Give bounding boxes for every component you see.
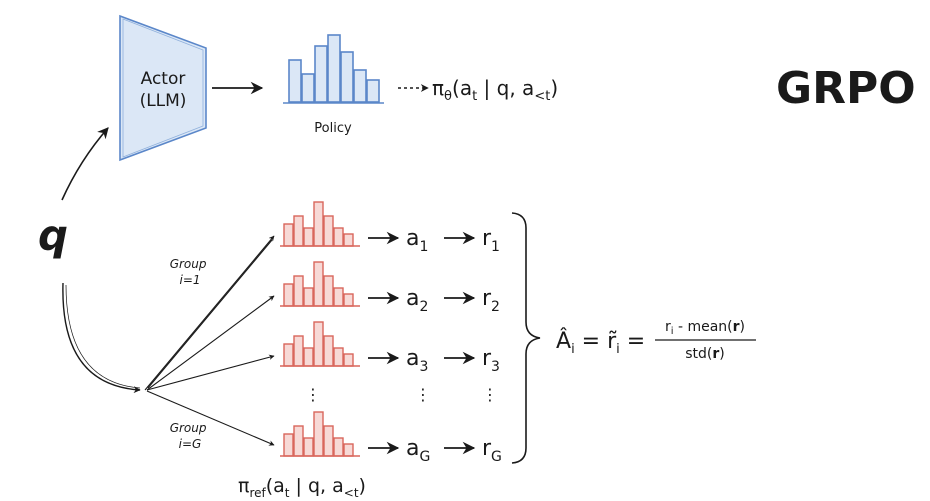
policy-histogram — [283, 34, 384, 104]
reference-formula: πref(at | q, a<t) — [238, 475, 366, 500]
reference-histogram-1 — [280, 201, 360, 247]
reference-histogram-4 — [280, 411, 360, 457]
group-label-top: Group i=1 — [170, 257, 211, 287]
query-symbol: q — [38, 211, 68, 260]
action-label-1: a1 — [406, 226, 428, 255]
policy-label: Policy — [314, 121, 352, 136]
advantage-formula: Âi = r̃i = ri - mean(r) std(r) — [556, 319, 756, 362]
actor-label-line2: (LLM) — [140, 91, 187, 111]
reference-histograms — [280, 201, 360, 457]
action-label-4: aG — [406, 436, 430, 465]
group-rows: a1 r1 a2 r2 a3 r3 aG rG — [368, 226, 502, 465]
policy-formula: πθ(at | q, a<t) — [432, 76, 558, 104]
actor-label-line1: Actor — [141, 69, 186, 89]
diagram-title: GRPO — [776, 63, 916, 114]
arrow-query-groups — [62, 282, 141, 394]
group-fan — [144, 235, 275, 446]
reference-histogram-3 — [280, 321, 360, 367]
svg-text:ri - mean(r): ri - mean(r) — [665, 319, 745, 337]
action-label-2: a2 — [406, 286, 428, 315]
reference-histogram-2 — [280, 261, 360, 307]
reward-label-4: rG — [482, 436, 502, 465]
right-brace — [511, 212, 541, 464]
svg-text:std(r): std(r) — [685, 346, 725, 362]
ellipsis-reward: ⋮ — [482, 385, 498, 404]
reward-label-1: r1 — [482, 226, 500, 255]
reward-label-3: r3 — [482, 346, 500, 375]
action-label-3: a3 — [406, 346, 428, 375]
reward-label-2: r2 — [482, 286, 500, 315]
ellipsis-hist: ⋮ — [305, 385, 321, 404]
actor-box: Actor (LLM) — [119, 14, 207, 162]
svg-text:Âi = r̃i =: Âi = r̃i = — [556, 328, 645, 357]
group-label-bottom: Group i=G — [170, 421, 211, 451]
ellipsis-action: ⋮ — [415, 385, 431, 404]
arrow-query-actor — [61, 127, 109, 201]
